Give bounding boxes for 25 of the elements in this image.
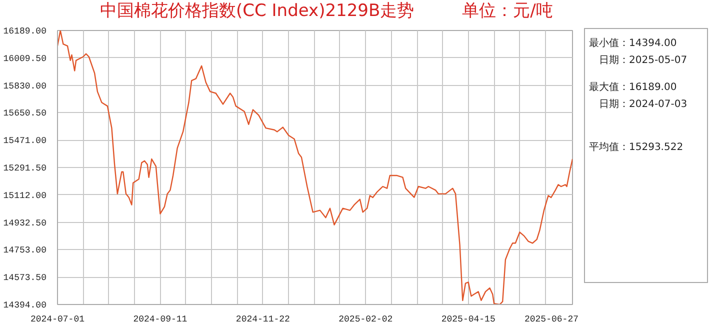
y-tick-label: 15650.50 (3, 108, 47, 119)
x-tick-label: 2025-06-27 (524, 314, 579, 324)
y-tick-label: 15830.00 (3, 81, 47, 92)
text: 日期：2025-05-07 (598, 54, 688, 68)
text: 平均值：15293.522 (589, 141, 684, 155)
y-tick-label: 14573.50 (3, 273, 47, 284)
chart-title: 中国棉花价格指数(CC Index)2129B走势 (100, 1, 414, 21)
y-tick-label: 16189.00 (3, 26, 47, 36)
chart-subtitle: 单位：元/吨 (461, 1, 553, 21)
y-tick-label: 15112.00 (3, 190, 47, 201)
x-tick-label: 2024-07-01 (30, 314, 85, 324)
text: 最大值：16189.00 (589, 80, 678, 95)
x-tick-label: 2025-02-02 (338, 314, 393, 324)
y-tick-label: 15471.00 (3, 136, 47, 146)
line-series (58, 30, 572, 304)
text: 日期：2024-07-03 (598, 98, 688, 112)
x-tick-label: 2025-04-15 (441, 314, 496, 324)
x-tick-label: 2024-09-11 (133, 314, 188, 324)
x-tick-label: 2024-11-22 (236, 314, 290, 324)
y-tick-label: 15291.50 (3, 164, 47, 174)
y-tick-label: 14394.00 (3, 300, 47, 310)
y-tick-label: 14932.50 (3, 218, 47, 228)
y-tick-label: 14753.00 (3, 246, 47, 256)
y-tick-label: 16009.50 (3, 54, 47, 64)
text: 最小值：14394.00 (589, 36, 678, 51)
